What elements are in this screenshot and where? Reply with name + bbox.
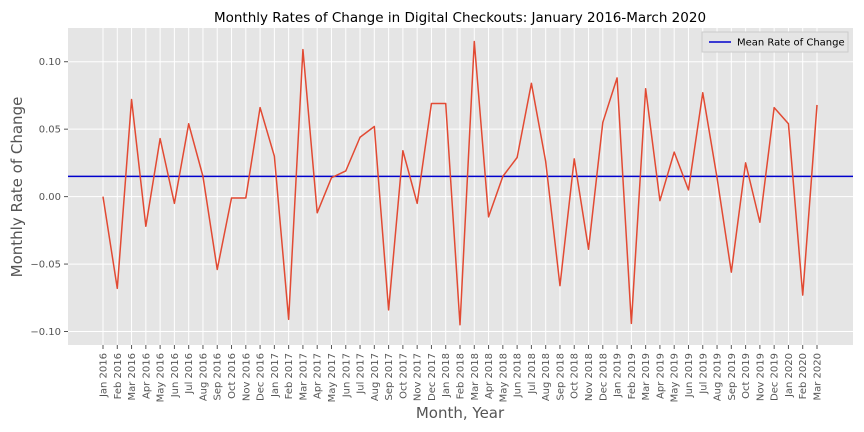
x-tick-label: Oct 2017 (398, 353, 409, 399)
x-tick-label: Sep 2017 (384, 353, 395, 400)
y-tick-label: 0.05 (39, 125, 61, 136)
y-axis-label: Monthly Rate of Change (8, 97, 26, 278)
x-tick-label: Nov 2019 (755, 353, 766, 401)
x-tick-label: Sep 2019 (727, 353, 738, 400)
x-tick-label: Jun 2016 (170, 353, 181, 398)
x-tick-label: Jan 2016 (99, 353, 110, 398)
x-tick-label: Apr 2016 (141, 353, 152, 399)
x-tick-label: May 2018 (498, 353, 509, 402)
x-tick-label: Oct 2018 (570, 353, 581, 399)
x-tick-label: Sep 2018 (555, 353, 566, 400)
legend-box (701, 31, 849, 53)
x-tick-label: Oct 2016 (227, 353, 238, 399)
x-tick-label: Jul 2017 (356, 353, 367, 395)
x-tick-label: Mar 2018 (470, 353, 481, 401)
x-tick-label: Sep 2016 (213, 353, 224, 400)
x-tick-label: Mar 2017 (298, 353, 309, 401)
x-tick-label: Feb 2017 (284, 353, 295, 399)
x-tick-label: Aug 2019 (713, 353, 724, 401)
x-tick-label: Aug 2016 (198, 353, 209, 401)
x-tick-label: Apr 2017 (313, 353, 324, 399)
x-tick-label: Jan 2018 (441, 353, 452, 398)
x-tick-label: Aug 2018 (541, 353, 552, 401)
x-tick-label: Mar 2020 (813, 353, 824, 401)
x-axis-label: Month, Year (416, 404, 505, 422)
x-tick-label: Oct 2019 (741, 353, 752, 399)
x-tick-label: Feb 2019 (627, 353, 638, 399)
x-tick-label: Jan 2017 (270, 353, 281, 398)
x-tick-label: Mar 2016 (127, 353, 138, 401)
x-tick-label: Feb 2018 (456, 353, 467, 399)
x-tick-label: Jul 2019 (698, 353, 709, 395)
x-tick-label: Apr 2018 (484, 353, 495, 399)
x-tick-label: Jan 2019 (613, 353, 624, 398)
x-tick-label: Jun 2017 (341, 353, 352, 398)
x-tick-label: Feb 2016 (113, 353, 124, 399)
x-axis-ticks: Jan 2016 Feb 2016 Mar 2016 Apr 2016 May 2016… (99, 345, 824, 402)
x-tick-label: May 2017 (327, 353, 338, 402)
x-tick-label: Dec 2019 (770, 353, 781, 401)
x-tick-label: Mar 2019 (641, 353, 652, 401)
x-tick-label: Jul 2018 (527, 353, 538, 395)
x-tick-label: Aug 2017 (370, 353, 381, 401)
x-tick-label: Jul 2016 (184, 353, 195, 395)
series-line (102, 40, 818, 326)
x-tick-label: Dec 2017 (427, 353, 438, 401)
x-tick-label: Jun 2018 (513, 353, 524, 398)
legend-entry: Mean Rate of Change (737, 38, 845, 49)
x-tick-label: Nov 2017 (413, 353, 424, 401)
x-tick-label: Jan 2020 (784, 353, 795, 398)
grid-lines (68, 28, 853, 345)
x-tick-label: Apr 2019 (655, 353, 666, 399)
x-tick-label: Dec 2018 (598, 353, 609, 401)
y-tick-label: −0.10 (30, 327, 61, 338)
legend: Mean Rate of Change (701, 31, 849, 53)
x-tick-label: May 2016 (156, 353, 167, 402)
y-tick-label: 0.10 (39, 57, 61, 68)
x-tick-label: Nov 2018 (584, 353, 595, 401)
chart-title: Monthly Rates of Change in Digital Check… (214, 10, 706, 26)
x-tick-label: Jun 2019 (684, 353, 695, 398)
y-tick-label: 0.00 (39, 192, 61, 203)
y-tick-label: −0.05 (30, 260, 61, 271)
y-axis-ticks: −0.10 −0.05 0.00 0.05 0.10 (30, 57, 68, 338)
x-tick-label: May 2019 (670, 353, 681, 402)
x-tick-label: Nov 2016 (241, 353, 252, 401)
x-tick-label: Dec 2016 (256, 353, 267, 401)
x-tick-label: Feb 2020 (798, 353, 809, 399)
